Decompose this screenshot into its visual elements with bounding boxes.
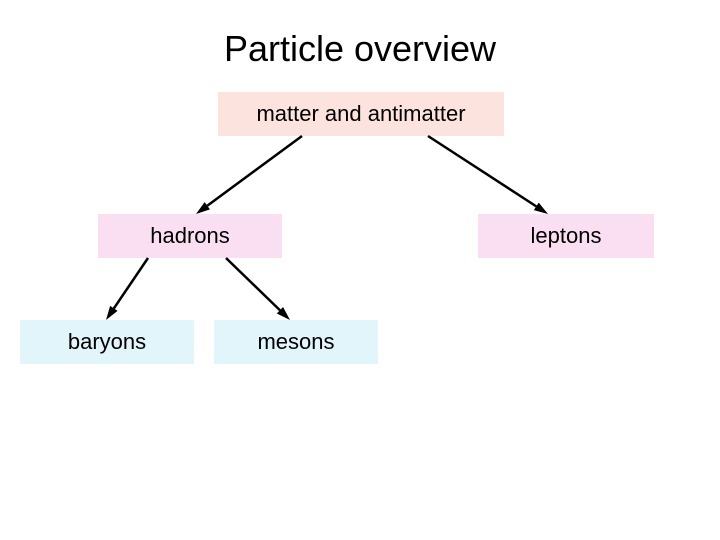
arrowhead-hadrons-to-mesons: [277, 307, 290, 320]
node-mesons: mesons: [214, 320, 378, 364]
node-matter-antimatter: matter and antimatter: [218, 92, 504, 136]
node-hadrons: hadrons: [98, 214, 282, 258]
arrowhead-matter-to-leptons: [534, 203, 548, 214]
node-mesons-label: mesons: [257, 329, 334, 355]
arrowhead-hadrons-to-baryons: [106, 306, 118, 320]
node-hadrons-label: hadrons: [150, 223, 230, 249]
node-baryons-label: baryons: [68, 329, 146, 355]
arrow-hadrons-to-mesons: [226, 258, 280, 310]
arrow-hadrons-to-baryons: [114, 258, 148, 308]
node-leptons-label: leptons: [531, 223, 602, 249]
arrows-layer: [0, 0, 720, 540]
node-matter-label: matter and antimatter: [256, 101, 465, 127]
node-baryons: baryons: [20, 320, 194, 364]
arrowhead-matter-to-hadrons: [196, 202, 210, 214]
page-title: Particle overview: [0, 28, 720, 70]
arrow-matter-to-leptons: [428, 136, 536, 206]
arrow-matter-to-hadrons: [207, 136, 302, 206]
diagram-stage: Particle overview matter and antimatter …: [0, 0, 720, 540]
node-leptons: leptons: [478, 214, 654, 258]
